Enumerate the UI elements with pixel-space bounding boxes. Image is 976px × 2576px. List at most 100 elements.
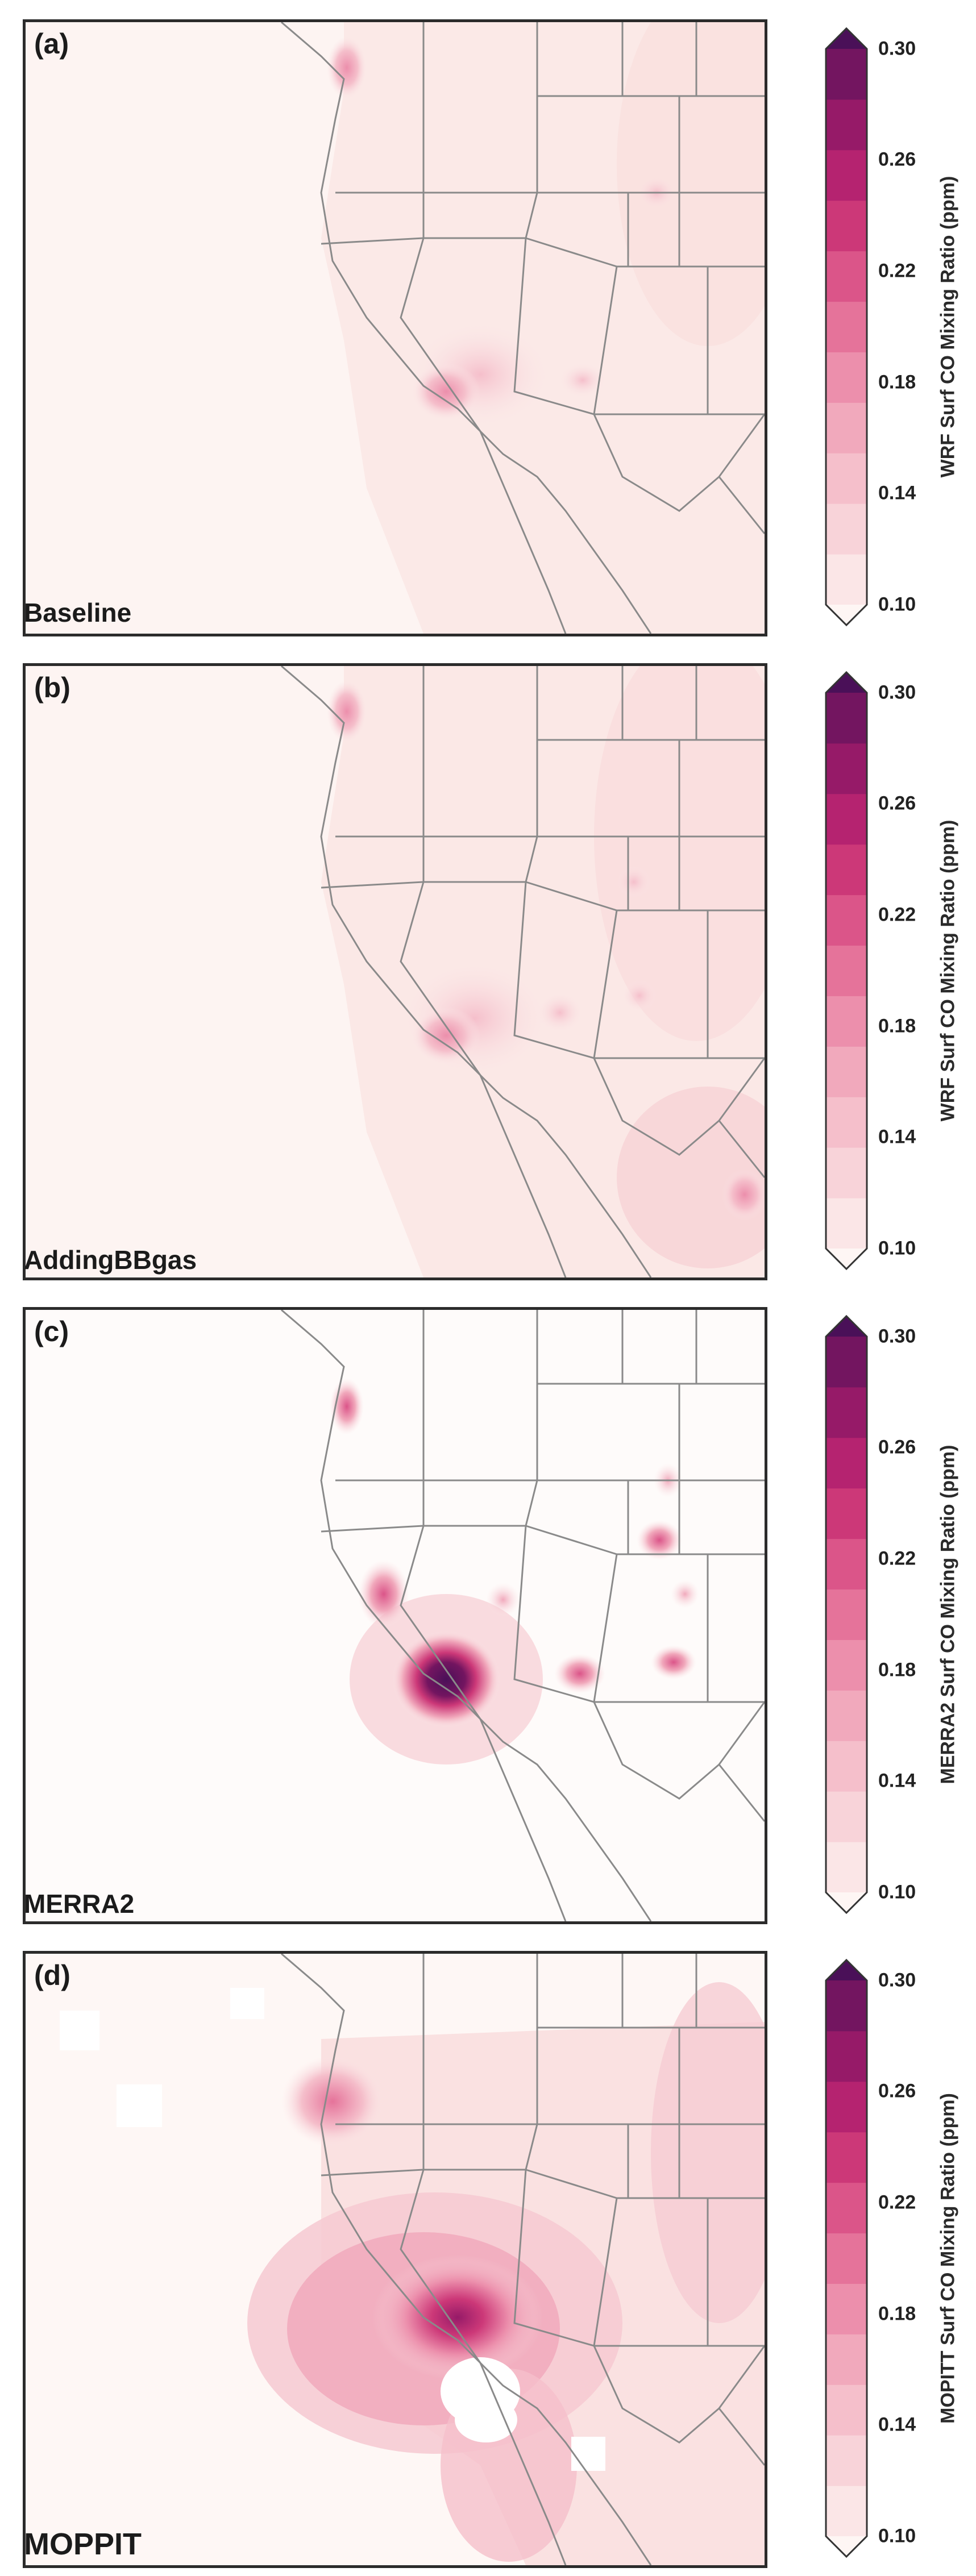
panel-name: AddingBBgas xyxy=(24,1245,197,1275)
colorbar-outline xyxy=(825,27,868,627)
colorbar-tick: 0.26 xyxy=(878,792,916,814)
colorbar-scale xyxy=(825,27,868,627)
colorbar-bin xyxy=(826,2486,867,2537)
map-addingbbgas xyxy=(23,663,767,1280)
panel-b: (b) AddingBBgas 0.30 0.26 0.22 0.18 0.14… xyxy=(0,644,976,1288)
colorbar-bin xyxy=(826,1690,867,1741)
colorbar-bin xyxy=(826,99,867,151)
colorbar-bin xyxy=(826,844,867,896)
colorbar-tick: 0.30 xyxy=(878,1969,916,1991)
colorbar-bin xyxy=(826,945,867,996)
colorbar-tick: 0.22 xyxy=(878,2191,916,2213)
colorbar-tick: 0.30 xyxy=(878,681,916,704)
colorbar-tick: 0.14 xyxy=(878,482,916,504)
colorbar-tick: 0.18 xyxy=(878,2303,916,2325)
map-field xyxy=(26,1310,765,1921)
panel-name: MOPPIT xyxy=(24,2527,142,2561)
colorbar-label: MOPITT Surf CO Mixing Ratio (ppm) xyxy=(937,2093,959,2424)
colorbar-tick: 0.10 xyxy=(878,2525,916,2547)
colorbar-bin xyxy=(826,1842,867,1893)
colorbar-bin xyxy=(826,1198,867,1249)
colorbar-bin xyxy=(826,1097,867,1148)
colorbar-bin xyxy=(826,1980,867,2032)
colorbar-extend-min xyxy=(826,2536,867,2557)
colorbar-scale xyxy=(825,1958,868,2558)
colorbar-bin xyxy=(826,743,867,794)
panel-c: (c) MERRA2 0.30 0.26 0.22 0.18 0.14 0.10… xyxy=(0,1288,976,1932)
colorbar-extend-max xyxy=(826,672,867,693)
colorbar-bin xyxy=(826,503,867,555)
map-merra2 xyxy=(23,1307,767,1924)
colorbar-bin xyxy=(826,1488,867,1539)
colorbar-label: WRF Surf CO Mixing Ratio (ppm) xyxy=(937,819,959,1122)
map-field xyxy=(26,22,765,634)
colorbar-tick: 0.14 xyxy=(878,2413,916,2436)
colorbar-tick: 0.10 xyxy=(878,1881,916,1903)
colorbar-extend-min xyxy=(826,1892,867,1913)
colorbar-tick: 0.10 xyxy=(878,593,916,615)
colorbar-bin xyxy=(826,49,867,100)
colorbar-extend-min xyxy=(826,605,867,625)
panel-letter: (c) xyxy=(34,1316,69,1347)
colorbar-bin xyxy=(826,2233,867,2284)
colorbar-bin xyxy=(826,1639,867,1691)
colorbar-bin xyxy=(826,996,867,1047)
colorbar-tick: 0.18 xyxy=(878,1015,916,1037)
colorbar-bin xyxy=(826,1387,867,1438)
colorbar-extend-max xyxy=(826,28,867,49)
colorbar-outline xyxy=(825,671,868,1271)
colorbar-tick: 0.18 xyxy=(878,371,916,393)
colorbar-bin xyxy=(826,1437,867,1489)
colorbar-bin xyxy=(826,1791,867,1842)
colorbar-bin xyxy=(826,1741,867,1792)
colorbar-bin xyxy=(826,894,867,946)
colorbar-bin xyxy=(826,2081,867,2133)
colorbar-bin xyxy=(826,1589,867,1640)
colorbar-tick: 0.22 xyxy=(878,1547,916,1570)
colorbar-extend-max xyxy=(826,1316,867,1337)
colorbar-extend-max xyxy=(826,1960,867,1980)
map-baseline xyxy=(23,19,767,636)
panel-d: (d) MOPPIT 0.30 0.26 0.22 0.18 0.14 0.10… xyxy=(0,1932,976,2575)
colorbar-bin xyxy=(826,2384,867,2436)
colorbar-bin xyxy=(826,251,867,302)
colorbar-bin xyxy=(826,402,867,453)
colorbar-bin xyxy=(826,301,867,352)
colorbar-bin xyxy=(826,1147,867,1198)
colorbar-label: WRF Surf CO Mixing Ratio (ppm) xyxy=(937,176,959,478)
colorbar-tick: 0.14 xyxy=(878,1770,916,1792)
colorbar-bin xyxy=(826,2132,867,2183)
colorbar-bin xyxy=(826,2030,867,2082)
colorbar xyxy=(825,27,868,627)
colorbar-tick: 0.14 xyxy=(878,1126,916,1148)
colorbar-tick: 0.22 xyxy=(878,904,916,926)
colorbar-bin xyxy=(826,2435,867,2486)
panel-letter: (d) xyxy=(34,1959,70,1991)
colorbar-scale xyxy=(825,671,868,1271)
colorbar-outline xyxy=(825,1958,868,2558)
colorbar-outline xyxy=(825,1314,868,1915)
colorbar-bin xyxy=(826,2182,867,2234)
panel-letter: (b) xyxy=(34,672,70,704)
colorbar-tick: 0.30 xyxy=(878,1325,916,1347)
map-field xyxy=(26,666,765,1277)
colorbar-tick: 0.30 xyxy=(878,38,916,60)
panel-a: (a) Baseline 0.30 0.26 0.22 0.18 0.14 0.… xyxy=(0,0,976,644)
map-field xyxy=(26,1954,765,2565)
colorbar-bin xyxy=(826,2334,867,2385)
colorbar-bin xyxy=(826,693,867,744)
colorbar-scale xyxy=(825,1314,868,1915)
colorbar-tick: 0.22 xyxy=(878,260,916,282)
colorbar-bin xyxy=(826,1337,867,1388)
panel-name: Baseline xyxy=(24,598,132,627)
colorbar xyxy=(825,1958,868,2558)
colorbar-tick: 0.26 xyxy=(878,1436,916,1458)
colorbar-bin xyxy=(826,149,867,201)
colorbar-bin xyxy=(826,200,867,252)
colorbar-bin xyxy=(826,554,867,605)
colorbar xyxy=(825,1314,868,1915)
colorbar-bin xyxy=(826,453,867,504)
colorbar-bin xyxy=(826,352,867,403)
colorbar-tick: 0.10 xyxy=(878,1237,916,1259)
panel-letter: (a) xyxy=(34,28,69,60)
